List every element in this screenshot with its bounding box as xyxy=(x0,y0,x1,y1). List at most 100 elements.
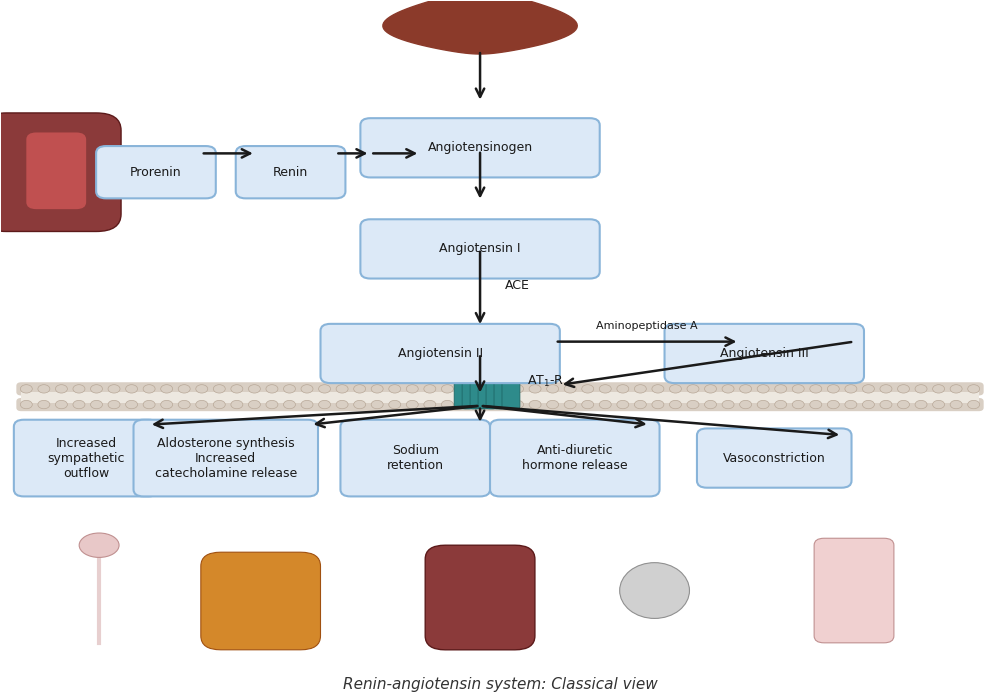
Ellipse shape xyxy=(845,385,857,393)
Ellipse shape xyxy=(20,400,32,409)
Ellipse shape xyxy=(231,385,243,393)
Ellipse shape xyxy=(968,400,980,409)
Ellipse shape xyxy=(634,400,646,409)
Ellipse shape xyxy=(143,385,155,393)
Ellipse shape xyxy=(108,400,120,409)
Ellipse shape xyxy=(196,385,208,393)
FancyBboxPatch shape xyxy=(814,538,894,643)
FancyBboxPatch shape xyxy=(134,420,318,496)
Ellipse shape xyxy=(722,385,734,393)
Ellipse shape xyxy=(283,385,295,393)
Ellipse shape xyxy=(406,400,418,409)
Ellipse shape xyxy=(161,400,173,409)
Ellipse shape xyxy=(73,400,85,409)
FancyBboxPatch shape xyxy=(494,380,512,409)
Ellipse shape xyxy=(652,385,664,393)
Ellipse shape xyxy=(248,400,260,409)
Ellipse shape xyxy=(810,385,822,393)
Text: Aldosterone synthesis
Increased
catecholamine release: Aldosterone synthesis Increased catechol… xyxy=(155,437,297,480)
Ellipse shape xyxy=(354,400,366,409)
Ellipse shape xyxy=(950,400,962,409)
FancyBboxPatch shape xyxy=(665,324,864,383)
Text: AT$_1$-R: AT$_1$-R xyxy=(527,374,564,389)
Ellipse shape xyxy=(319,385,331,393)
FancyBboxPatch shape xyxy=(14,420,158,496)
FancyBboxPatch shape xyxy=(16,398,984,411)
Ellipse shape xyxy=(476,400,488,409)
Ellipse shape xyxy=(687,385,699,393)
Text: Angiotensin II: Angiotensin II xyxy=(398,347,483,360)
Text: Renin: Renin xyxy=(273,166,308,179)
Ellipse shape xyxy=(196,400,208,409)
Ellipse shape xyxy=(827,385,839,393)
FancyBboxPatch shape xyxy=(462,380,480,409)
Ellipse shape xyxy=(424,385,436,393)
Ellipse shape xyxy=(775,400,787,409)
Ellipse shape xyxy=(599,385,611,393)
Ellipse shape xyxy=(55,400,67,409)
Ellipse shape xyxy=(620,563,689,618)
Polygon shape xyxy=(383,0,577,54)
Text: Renin-angiotensin system: Classical view: Renin-angiotensin system: Classical view xyxy=(343,677,657,692)
Ellipse shape xyxy=(669,385,681,393)
Ellipse shape xyxy=(950,385,962,393)
FancyBboxPatch shape xyxy=(360,219,600,279)
FancyBboxPatch shape xyxy=(16,382,984,396)
Ellipse shape xyxy=(933,400,945,409)
Ellipse shape xyxy=(705,400,717,409)
Ellipse shape xyxy=(79,533,119,557)
FancyBboxPatch shape xyxy=(21,392,979,403)
Ellipse shape xyxy=(459,385,471,393)
Ellipse shape xyxy=(266,385,278,393)
Ellipse shape xyxy=(933,385,945,393)
FancyBboxPatch shape xyxy=(320,324,560,383)
Ellipse shape xyxy=(810,400,822,409)
FancyBboxPatch shape xyxy=(470,380,488,409)
Ellipse shape xyxy=(669,400,681,409)
Ellipse shape xyxy=(898,400,909,409)
Ellipse shape xyxy=(617,385,629,393)
Ellipse shape xyxy=(441,400,453,409)
Ellipse shape xyxy=(301,385,313,393)
Ellipse shape xyxy=(178,385,190,393)
FancyBboxPatch shape xyxy=(96,146,216,198)
Ellipse shape xyxy=(301,400,313,409)
Text: Increased
sympathetic
outflow: Increased sympathetic outflow xyxy=(47,437,125,480)
Text: Angiotensinogen: Angiotensinogen xyxy=(427,141,533,154)
Ellipse shape xyxy=(248,385,260,393)
Ellipse shape xyxy=(91,400,102,409)
Ellipse shape xyxy=(319,400,331,409)
Ellipse shape xyxy=(827,400,839,409)
Text: Sodium
retention: Sodium retention xyxy=(387,444,444,472)
Ellipse shape xyxy=(389,385,401,393)
Ellipse shape xyxy=(283,400,295,409)
Ellipse shape xyxy=(582,400,594,409)
FancyBboxPatch shape xyxy=(425,545,535,650)
Ellipse shape xyxy=(354,385,366,393)
Text: ACE: ACE xyxy=(505,279,530,292)
FancyBboxPatch shape xyxy=(486,380,504,409)
Ellipse shape xyxy=(740,385,752,393)
FancyBboxPatch shape xyxy=(340,420,490,496)
Ellipse shape xyxy=(126,400,138,409)
Ellipse shape xyxy=(512,385,524,393)
Ellipse shape xyxy=(73,385,85,393)
Ellipse shape xyxy=(599,400,611,409)
Ellipse shape xyxy=(91,385,102,393)
Ellipse shape xyxy=(564,385,576,393)
Ellipse shape xyxy=(547,400,559,409)
Ellipse shape xyxy=(792,400,804,409)
Ellipse shape xyxy=(915,385,927,393)
Ellipse shape xyxy=(880,400,892,409)
FancyBboxPatch shape xyxy=(697,428,852,488)
Ellipse shape xyxy=(862,385,874,393)
FancyBboxPatch shape xyxy=(502,380,520,409)
Text: Aminopeptidase A: Aminopeptidase A xyxy=(596,321,697,331)
FancyBboxPatch shape xyxy=(478,380,496,409)
Ellipse shape xyxy=(652,400,664,409)
Ellipse shape xyxy=(582,385,594,393)
FancyBboxPatch shape xyxy=(26,132,86,209)
Text: Anti-diuretic
hormone release: Anti-diuretic hormone release xyxy=(522,444,628,472)
Ellipse shape xyxy=(476,385,488,393)
Ellipse shape xyxy=(371,385,383,393)
